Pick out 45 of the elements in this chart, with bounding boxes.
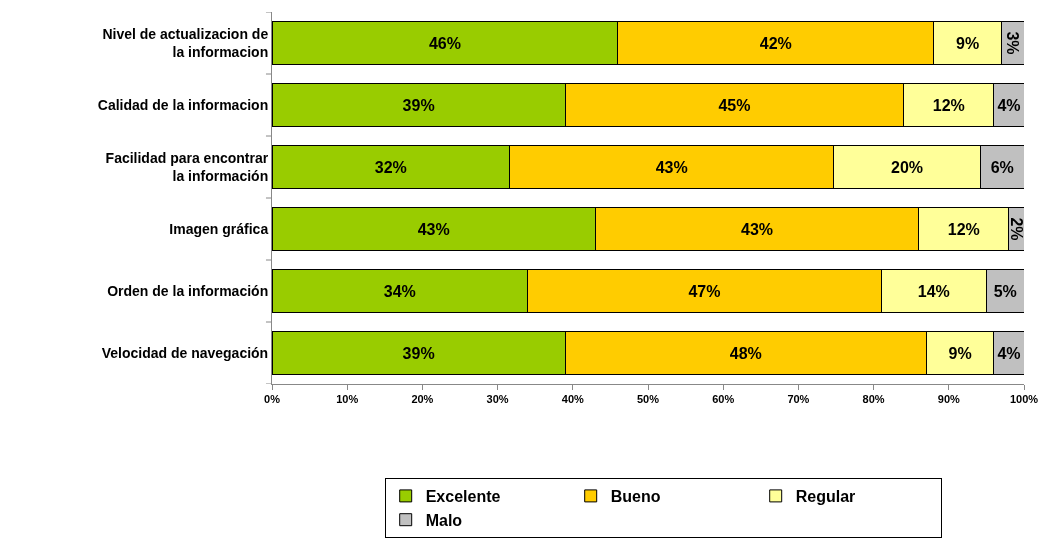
data-label: 3% <box>1004 31 1022 55</box>
legend-label: Malo <box>425 511 463 529</box>
data-label: 43% <box>417 220 450 238</box>
x-tick-label: 80% <box>862 393 885 406</box>
data-label: 45% <box>718 96 751 114</box>
data-label: 46% <box>428 34 461 52</box>
y-tick-label: Orden de la información <box>107 282 269 299</box>
data-label: 6% <box>990 158 1014 176</box>
data-label: 34% <box>383 282 416 300</box>
legend-label: Regular <box>795 488 856 506</box>
legend-label: Excelente <box>425 488 501 506</box>
data-label: 2% <box>1007 217 1025 241</box>
x-tick-label: 10% <box>336 393 359 406</box>
data-label: 9% <box>956 34 980 52</box>
data-label: 39% <box>402 96 435 114</box>
data-label: 12% <box>932 96 965 114</box>
x-tick-label: 30% <box>486 393 509 406</box>
x-tick-label: 90% <box>937 393 961 406</box>
data-label: 48% <box>729 344 762 362</box>
data-label: 5% <box>993 282 1017 300</box>
data-label: 20% <box>891 158 924 176</box>
y-tick-label: Calidad de la informacion <box>97 96 269 113</box>
data-label: 47% <box>688 282 721 300</box>
x-tick-label: 100% <box>1009 393 1039 406</box>
legend-label: Bueno <box>610 488 661 506</box>
data-label: 4% <box>997 344 1021 362</box>
data-label: 4% <box>997 96 1021 114</box>
data-label: 9% <box>948 344 972 362</box>
data-label: 39% <box>402 344 435 362</box>
data-label: 12% <box>947 220 980 238</box>
data-label: 42% <box>759 34 792 52</box>
data-label: 43% <box>741 220 774 238</box>
y-tick-label: Nivel de actualizacion de la informacion <box>102 25 269 60</box>
x-tick-label: 50% <box>636 393 660 406</box>
data-label: 32% <box>374 158 407 176</box>
data-label: 43% <box>655 158 688 176</box>
data-label: 14% <box>917 282 950 300</box>
y-tick-label: Velocidad de navegación <box>101 344 269 361</box>
x-tick-label: 60% <box>712 393 735 406</box>
y-tick-label: Facilidad para encontrar la información <box>105 149 269 184</box>
x-tick-label: 20% <box>411 393 434 406</box>
x-tick-label: 40% <box>561 393 585 406</box>
x-tick-label: 70% <box>787 393 810 406</box>
y-tick-label: Imagen gráfica <box>169 220 269 237</box>
x-tick-label: 0% <box>264 393 281 406</box>
